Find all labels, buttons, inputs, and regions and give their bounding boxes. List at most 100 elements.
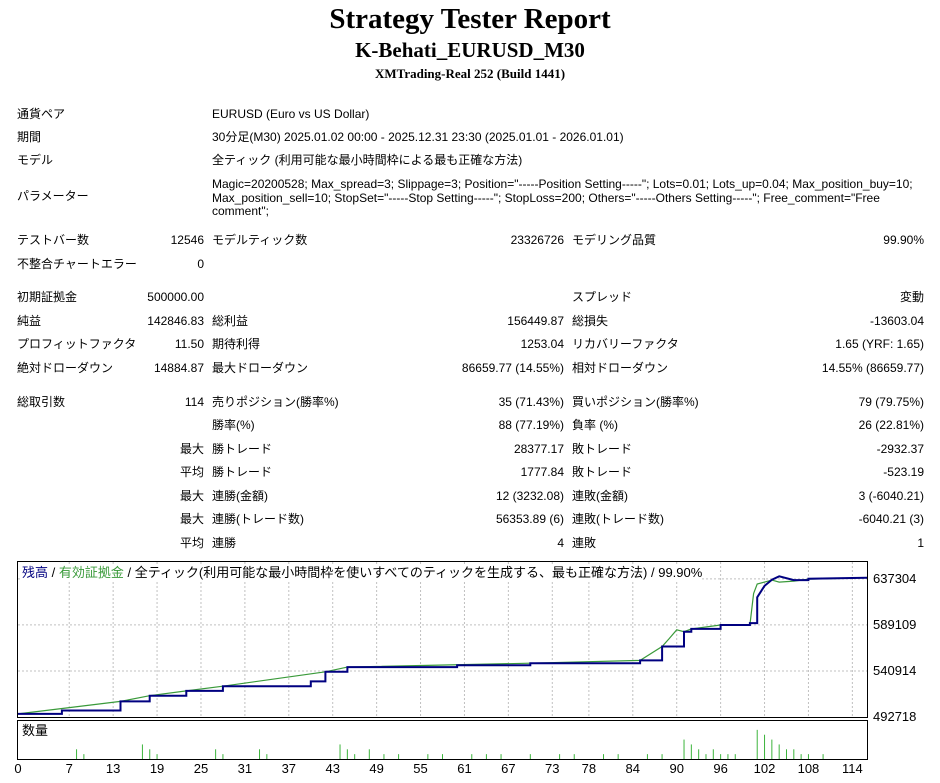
y-tick-label: 540914 — [873, 662, 917, 678]
x-tick-label: 55 — [413, 761, 428, 776]
avg-label-2: 平均 — [179, 536, 204, 550]
netprofit-label: 純益 — [17, 314, 42, 328]
pf-value: 11.50 — [174, 337, 204, 351]
x-tick-label: 19 — [149, 761, 165, 776]
volume-label: 数量 — [22, 723, 49, 738]
x-tick-label: 114 — [841, 761, 863, 776]
pair-value: EURUSD (Euro vs US Dollar) — [212, 107, 370, 121]
x-tick-label: 25 — [193, 761, 209, 776]
grossprofit-label: 総利益 — [212, 314, 249, 328]
largest-win-label: 勝トレード — [212, 442, 273, 456]
max-consec-profit-value: 56353.89 (6) — [495, 512, 564, 526]
grossloss-label: 総損失 — [572, 314, 609, 328]
winrate-value: 88 (77.19%) — [498, 418, 564, 432]
x-tick-label: 102 — [753, 761, 776, 776]
x-tick-label: 13 — [105, 761, 121, 776]
avg-loss-value: -523.19 — [883, 465, 924, 479]
x-tick-label: 78 — [581, 761, 597, 776]
spread-label: スプレッド — [572, 290, 633, 304]
y-tick-label: 637304 — [873, 570, 917, 586]
max-consec-profit-label: 連勝(トレード数) — [212, 512, 304, 526]
pair-label: 通貨ペア — [17, 107, 66, 121]
maxdd-value: 86659.77 (14.55%) — [461, 361, 564, 375]
balance-chart: 残高 / 有効証拠金 / 全ティック(利用可能な最小時間枠を使いすべてのティック… — [17, 561, 868, 718]
ticks-value: 23326726 — [510, 233, 564, 247]
netprofit-value: 142846.83 — [147, 314, 204, 328]
avg-label: 平均 — [179, 465, 204, 479]
x-tick-label: 31 — [237, 761, 253, 776]
report-subtitle: K-Behati_EURUSD_M30 — [355, 38, 585, 62]
short-value: 35 (71.43%) — [498, 395, 564, 409]
legend-sep: / — [48, 565, 59, 580]
x-tick-label: 108 — [797, 761, 820, 776]
lossrate-value: 26 (22.81%) — [858, 418, 924, 432]
reldd-value: 14.55% (86659.77) — [821, 361, 924, 375]
deposit-value: 500000.00 — [147, 290, 204, 304]
deposit-label: 初期証拠金 — [17, 290, 78, 304]
quality-value: 99.90% — [883, 233, 924, 247]
avg-win-label: 勝トレード — [212, 465, 273, 479]
absdd-label: 絶対ドローダウン — [17, 361, 114, 375]
x-tick-label: 0 — [14, 761, 22, 776]
long-value: 79 (79.75%) — [858, 395, 924, 409]
largest-loss-value: -2932.37 — [876, 442, 924, 456]
largest-loss-label: 敗トレード — [572, 442, 633, 456]
volume-chart: 数量 — [17, 720, 868, 760]
short-label: 売りポジション(勝率%) — [212, 395, 339, 409]
bars-label: テストバー数 — [17, 233, 90, 247]
period-value: 30分足(M30) 2025.01.02 00:00 - 2025.12.31 … — [212, 130, 624, 144]
params-label: パラメーター — [17, 189, 89, 203]
grossloss-value: -13603.04 — [869, 314, 924, 328]
model-value: 全ティック (利用可能な最小時間枠による最も正確な方法) — [212, 153, 523, 167]
trades-label: 総取引数 — [17, 395, 66, 409]
max-consec-loss-value: -6040.21 (3) — [858, 512, 924, 526]
max-label-3: 最大 — [179, 512, 204, 526]
y-tick-label: 589109 — [873, 616, 917, 632]
model-label: モデル — [17, 153, 54, 167]
balance-line — [18, 575, 867, 715]
x-tick-label: 84 — [625, 761, 641, 776]
lossrate-label: 負率 (%) — [572, 418, 618, 432]
avg-consec-wins-value: 4 — [557, 536, 564, 550]
x-tick-label: 67 — [501, 761, 516, 776]
x-tick-label: 96 — [713, 761, 728, 776]
spread-value: 変動 — [899, 290, 924, 304]
expected-value: 1253.04 — [520, 337, 564, 351]
long-label: 買いポジション(勝率%) — [572, 395, 699, 409]
period-label: 期間 — [17, 130, 42, 144]
max-consec-losses-value: 3 (-6040.21) — [858, 489, 924, 503]
bars-value: 12546 — [170, 233, 204, 247]
pf-label: プロフィットファクタ — [17, 337, 137, 351]
x-tick-label: 73 — [545, 761, 560, 776]
maxdd-label: 最大ドローダウン — [212, 361, 309, 375]
x-tick-label: 61 — [457, 761, 472, 776]
largest-win-value: 28377.17 — [513, 442, 564, 456]
expected-label: 期待利得 — [212, 337, 261, 351]
legend-desc: / 全ティック(利用可能な最小時間枠を使いすべてのティックを生成する、最も正確な… — [123, 565, 703, 580]
avg-win-value: 1777.84 — [520, 465, 564, 479]
avg-consec-losses-value: 1 — [917, 536, 924, 550]
params-value: Magic=20200528; Max_spread=3; Slippage=3… — [212, 177, 913, 218]
mismatch-value: 0 — [197, 257, 204, 271]
recovery-value: 1.65 (YRF: 1.65) — [835, 337, 924, 351]
reldd-label: 相対ドローダウン — [572, 361, 669, 375]
x-tick-label: 37 — [281, 761, 297, 776]
chart-legend: 残高 / 有効証拠金 / 全ティック(利用可能な最小時間枠を使いすべてのティック… — [22, 565, 703, 581]
avg-consec-wins-label: 連勝 — [212, 536, 237, 550]
max-label: 最大 — [179, 442, 204, 456]
mismatch-label: 不整合チャートエラー — [17, 257, 137, 271]
max-consec-loss-label: 連敗(トレード数) — [572, 512, 664, 526]
balance-chart-svg — [18, 562, 867, 717]
server-name: XMTrading-Real 252 (Build 1441) — [374, 66, 566, 81]
x-tick-label: 49 — [369, 761, 384, 776]
max-consec-wins-value: 12 (3232.08) — [495, 489, 564, 503]
trades-value: 114 — [184, 395, 204, 409]
y-tick-label: 492718 — [873, 709, 917, 724]
avg-consec-losses-label: 連敗 — [572, 536, 597, 550]
avg-loss-label: 敗トレード — [572, 465, 633, 479]
recovery-label: リカバリーファクタ — [572, 337, 679, 351]
quality-label: モデリング品質 — [572, 233, 657, 247]
max-consec-losses-label: 連敗(金額) — [572, 489, 628, 503]
ticks-label: モデルティック数 — [212, 233, 308, 247]
absdd-value: 14884.87 — [153, 361, 204, 375]
